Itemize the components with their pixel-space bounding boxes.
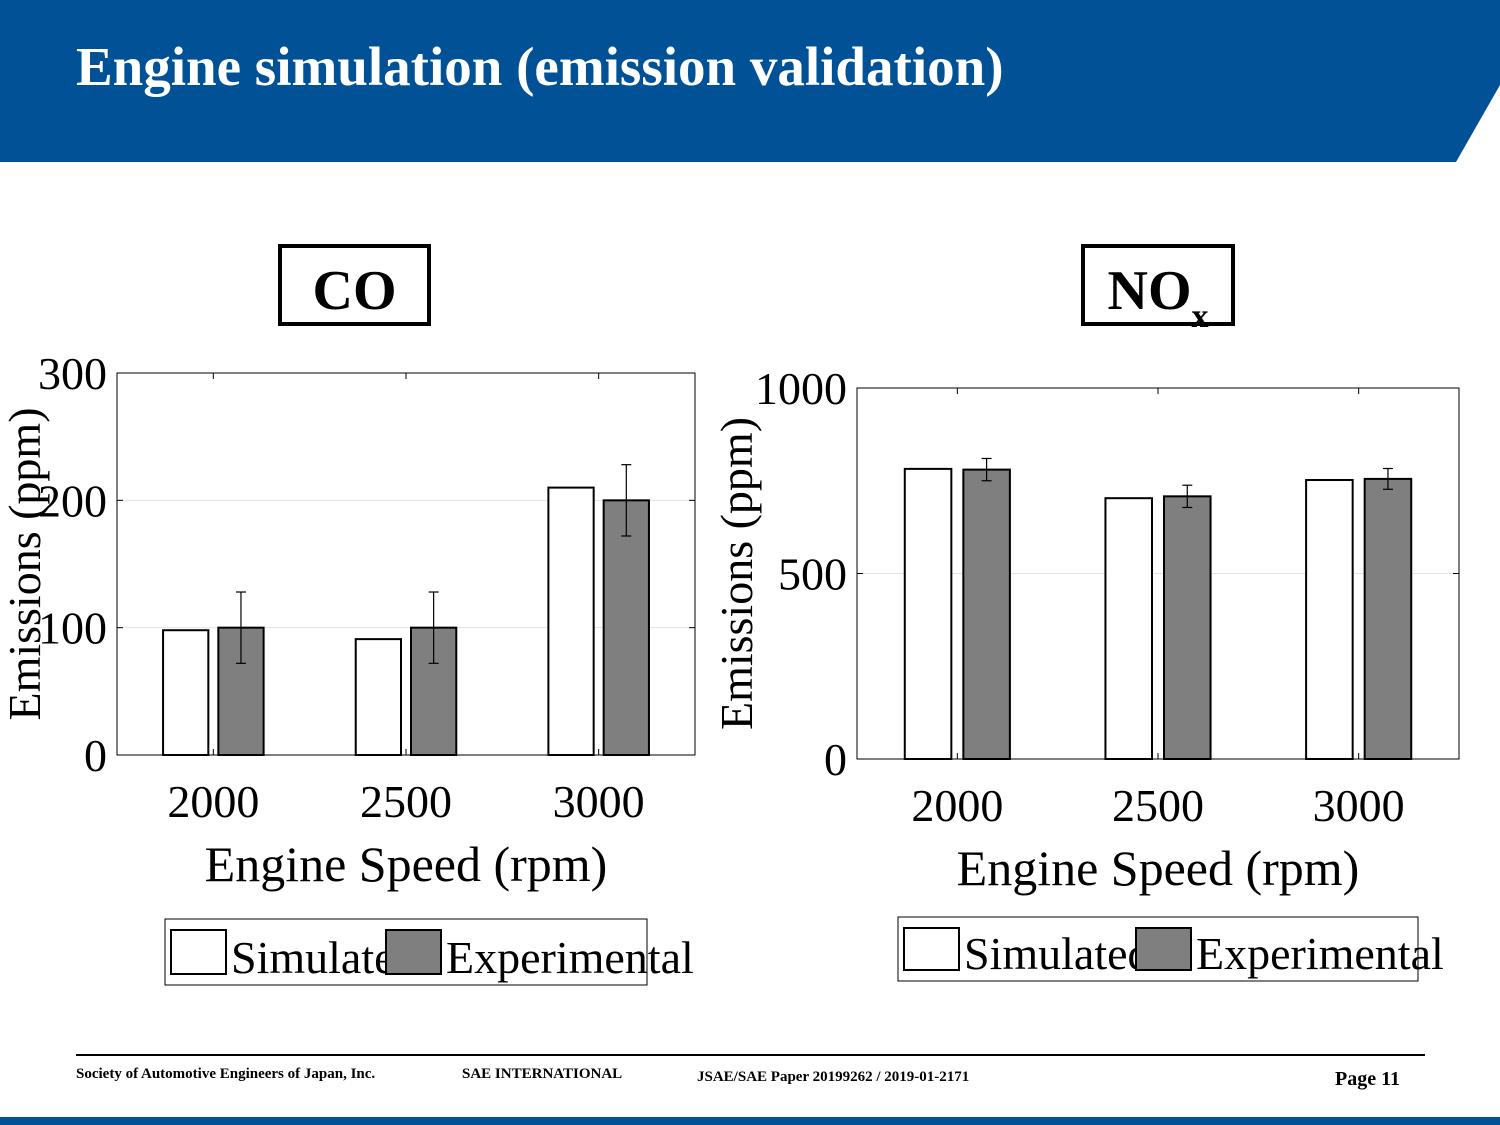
nox-y-tick-label: 1000 — [755, 363, 847, 414]
footer-organization: Society of Automotive Engineers of Japan… — [76, 1066, 376, 1082]
co-label-text: CO — [312, 260, 397, 322]
nox-legend-label-simulated: Simulated — [964, 928, 1151, 979]
nox-bar-experimental-3000 — [1363, 477, 1413, 760]
header-band-shape — [0, 0, 1500, 162]
footer-sae-international: SAE INTERNATIONAL — [462, 1066, 623, 1082]
header-band — [0, 0, 1500, 162]
footer-page-number: Page 11 — [1335, 1068, 1400, 1090]
co-legend-label-experimental: Experimental — [446, 932, 694, 983]
co-bar-simulated-3000 — [547, 486, 595, 756]
co-y-tick-label: 300 — [38, 348, 107, 399]
co-y-tick-label: 200 — [38, 475, 107, 526]
co-y-tick-label: 0 — [84, 730, 107, 781]
co-x-axis-label: Engine Speed (rpm) — [205, 836, 608, 892]
co-legend-swatch-experimental — [385, 929, 442, 975]
nox-y-tick-label: 500 — [778, 549, 847, 600]
nox-x-tick-label: 3000 — [1313, 780, 1405, 831]
nox-bar-experimental-2000 — [962, 468, 1011, 760]
nox-legend-swatch-experimental — [1135, 927, 1192, 971]
co-x-tick-label: 3000 — [553, 776, 645, 827]
nox-legend-label-experimental: Experimental — [1196, 928, 1444, 979]
bottom-bar — [0, 1117, 1500, 1125]
footer-rule — [76, 1054, 1425, 1056]
nox-bar-simulated-2500 — [1104, 497, 1153, 760]
co-plot-frame — [116, 372, 696, 756]
nox-y-axis-label: Emissions (ppm) — [711, 417, 762, 730]
co-bar-simulated-2000 — [162, 629, 210, 756]
nox-legend-swatch-simulated — [903, 927, 960, 971]
co-x-tick-label: 2000 — [167, 776, 259, 827]
nox-label-text: NO — [1107, 260, 1192, 322]
nox-x-axis-label: Engine Speed (rpm) — [957, 840, 1360, 896]
co-legend-swatch-simulated — [170, 929, 227, 975]
nox-bar-simulated-2000 — [903, 467, 953, 760]
co-y-axis-label: Emissions (ppm) — [0, 407, 50, 720]
co-bar-simulated-2500 — [354, 638, 402, 756]
nox-y-tick-label: 0 — [824, 734, 847, 785]
nox-label-subscript: x — [1191, 298, 1209, 335]
co-y-tick-label: 100 — [38, 603, 107, 654]
co-chart-label: CO — [278, 244, 431, 326]
slide-title: Engine simulation (emission validation) — [76, 36, 1004, 97]
nox-x-tick-label: 2500 — [1112, 780, 1204, 831]
footer-paper-id: JSAE/SAE Paper 20199262 / 2019-01-2171 — [697, 1069, 970, 1085]
nox-bar-experimental-2500 — [1163, 495, 1212, 760]
nox-chart-label: NOx — [1081, 244, 1235, 335]
nox-bar-simulated-3000 — [1305, 479, 1354, 760]
nox-x-tick-label: 2000 — [911, 780, 1003, 831]
co-x-tick-label: 2500 — [360, 776, 452, 827]
